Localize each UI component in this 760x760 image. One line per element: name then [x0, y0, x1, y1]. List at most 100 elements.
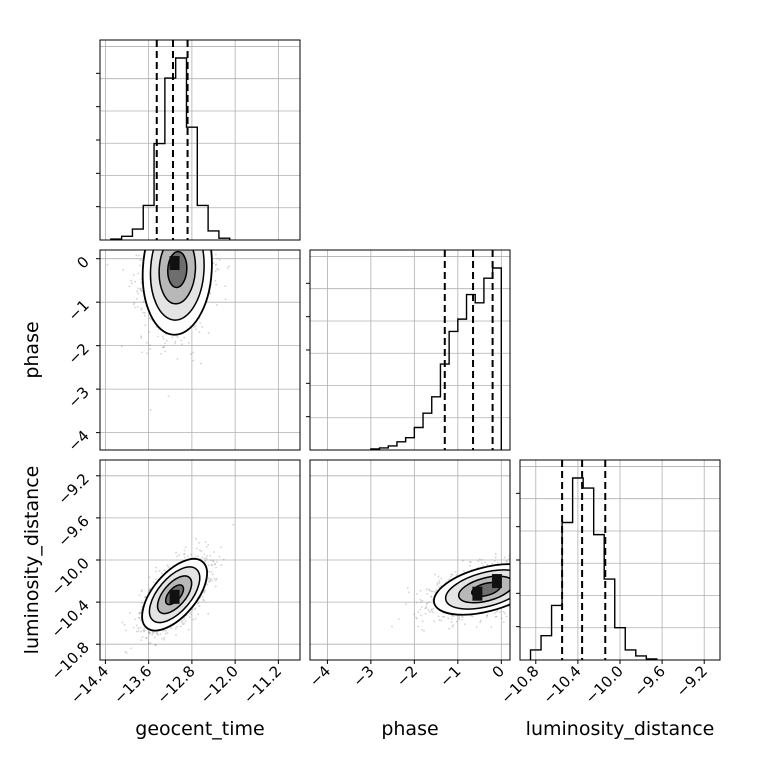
sample-point	[161, 335, 164, 338]
sample-point	[152, 581, 155, 584]
sample-point	[207, 564, 210, 567]
sample-point	[135, 630, 138, 633]
sample-point	[174, 244, 176, 246]
sample-point	[214, 264, 217, 267]
sample-point	[530, 598, 532, 600]
sample-point	[531, 572, 533, 574]
sample-point	[531, 593, 533, 595]
sample-point	[520, 576, 522, 578]
sample-point	[523, 572, 525, 574]
sample-point	[528, 618, 530, 620]
sample-point	[468, 561, 471, 563]
sample-point	[198, 605, 201, 607]
sample-point	[204, 557, 206, 560]
sample-point	[150, 247, 152, 249]
sample-point	[511, 576, 513, 578]
sample-point	[214, 585, 217, 588]
sample-point	[512, 583, 514, 585]
sample-point	[511, 583, 513, 585]
sample-point	[486, 614, 489, 617]
sample-point	[521, 590, 523, 592]
sample-point	[139, 627, 142, 629]
sample-point	[138, 612, 141, 615]
x-tick-label-phase: −3	[349, 662, 377, 690]
sample-point	[183, 618, 185, 621]
sample-point	[213, 551, 215, 553]
histogram-bin	[406, 438, 415, 450]
sample-point	[521, 583, 523, 585]
sample-point	[140, 588, 143, 591]
density-peak-cell	[491, 574, 502, 589]
sample-point	[157, 634, 160, 636]
sample-point	[194, 556, 197, 558]
sample-point	[441, 615, 444, 618]
sample-point	[213, 246, 215, 248]
sample-point	[518, 574, 520, 576]
x-tick-label-phase: −4	[306, 662, 334, 690]
sample-point	[162, 346, 164, 349]
sample-point	[148, 589, 151, 592]
sample-point	[452, 624, 454, 627]
sample-point	[186, 246, 188, 248]
sample-point	[521, 565, 523, 567]
sample-point	[527, 583, 529, 585]
sample-point	[168, 247, 170, 249]
sample-point	[183, 616, 186, 619]
x-tick-label-luminosity_distance: −10.8	[497, 662, 542, 707]
sample-point	[176, 357, 179, 360]
sample-point	[138, 616, 141, 619]
sample-point	[540, 559, 542, 561]
sample-point	[538, 559, 540, 561]
y-axis-label-phase: phase	[21, 321, 43, 378]
sample-point	[144, 240, 146, 242]
sample-point	[522, 590, 524, 592]
sample-point	[187, 245, 189, 247]
histogram-bin	[414, 428, 423, 450]
sample-point	[529, 576, 531, 578]
sample-point	[525, 576, 527, 578]
sample-point	[192, 359, 195, 362]
sample-point	[160, 240, 162, 242]
histogram-bin	[583, 488, 594, 660]
sample-point	[516, 588, 518, 590]
sample-point	[184, 243, 186, 245]
sample-point	[136, 305, 139, 308]
sample-point	[208, 247, 210, 249]
x-tick-label-luminosity_distance: −9.2	[673, 662, 711, 700]
sample-point	[144, 596, 147, 599]
sample-point	[531, 569, 533, 571]
sample-point	[130, 280, 132, 282]
sample-point	[148, 576, 151, 579]
sample-point	[193, 608, 196, 611]
sample-point	[505, 560, 508, 563]
sample-point	[430, 590, 433, 593]
sample-point	[512, 588, 514, 590]
sample-point	[162, 243, 164, 245]
sample-point	[516, 604, 518, 606]
sample-point	[404, 603, 407, 606]
sample-point	[190, 248, 192, 250]
sample-point	[167, 243, 169, 245]
sample-point	[516, 572, 518, 574]
sample-point	[191, 246, 193, 248]
sample-point	[512, 594, 514, 596]
sample-point	[528, 583, 530, 585]
sample-point	[151, 631, 154, 633]
sample-point	[516, 583, 518, 585]
sample-point	[228, 217, 230, 219]
sample-point	[181, 621, 183, 624]
sample-point	[145, 248, 147, 250]
sample-point	[202, 599, 205, 602]
sample-point	[513, 563, 515, 565]
sample-point	[133, 302, 136, 304]
sample-point	[511, 568, 513, 570]
sample-point	[130, 647, 133, 650]
sample-point	[511, 578, 513, 580]
sample-point	[517, 577, 519, 579]
sample-point	[184, 243, 186, 245]
sample-point	[140, 590, 143, 593]
x-tick-label-luminosity_distance: −10.4	[539, 662, 584, 707]
sample-point	[420, 601, 422, 604]
sample-point	[189, 612, 191, 615]
sample-point	[478, 558, 481, 561]
